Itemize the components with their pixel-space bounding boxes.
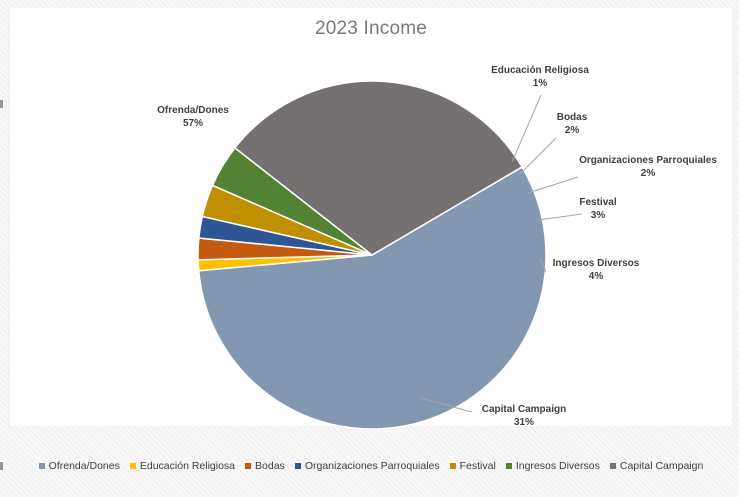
edge-mark [0, 100, 3, 108]
leader-line [519, 137, 557, 175]
leader-line [511, 94, 542, 163]
legend-item: Ingresos Diversos [505, 460, 600, 472]
legend-label: Educación Religiosa [139, 460, 236, 472]
legend-item: Bodas [245, 460, 285, 472]
legend-swatch [609, 463, 616, 469]
legend-label: Organizaciones Parroquiales [304, 460, 440, 472]
data-label-category: Ofrenda/Dones [157, 105, 229, 116]
legend-label: Festival [459, 460, 496, 472]
legend-label: Ofrenda/Dones [48, 460, 120, 472]
leader-line [537, 213, 583, 221]
legend-swatch [449, 463, 456, 469]
data-label-category: Festival [579, 197, 616, 208]
legend-item: Ofrenda/Dones [38, 460, 120, 472]
leader-line [539, 257, 547, 273]
legend-label: Bodas [255, 460, 285, 472]
chart-title: 2023 Income [314, 18, 428, 39]
data-label-percent: 31% [514, 417, 534, 428]
leader-line [527, 176, 579, 194]
legend-item: Organizaciones Parroquiales [294, 460, 440, 472]
data-label-category: Ingresos Diversos [553, 258, 640, 269]
data-label-percent: 57% [183, 118, 203, 129]
data-label-percent: 4% [589, 271, 604, 282]
legend-swatch [129, 463, 136, 469]
data-label-percent: 1% [533, 78, 548, 89]
data-label-category: Capital Campaign [482, 404, 566, 415]
legend-label: Capital Campaign [619, 460, 704, 472]
legend-item: Educación Religiosa [129, 460, 236, 472]
legend-swatch [245, 463, 252, 469]
legend-item: Capital Campaign [609, 460, 704, 472]
edge-mark [0, 462, 3, 470]
pie-slice [233, 80, 524, 256]
leader-line [419, 397, 473, 413]
data-label-percent: 2% [565, 125, 580, 136]
legend-swatch [294, 463, 301, 469]
data-label-percent: 3% [591, 210, 606, 221]
data-label-category: Educación Religiosa [491, 65, 589, 76]
legend: Ofrenda/Dones Educación Religiosa Bodas Org… [10, 456, 732, 476]
legend-item: Festival [449, 460, 496, 472]
legend-label: Ingresos Diversos [515, 460, 600, 472]
data-label-category: Organizaciones Parroquiales [579, 155, 717, 166]
data-label-percent: 2% [641, 168, 656, 179]
legend-swatch [38, 463, 45, 469]
data-label-category: Bodas [557, 112, 588, 123]
legend-swatch [505, 463, 512, 469]
pie-slice [197, 165, 547, 430]
